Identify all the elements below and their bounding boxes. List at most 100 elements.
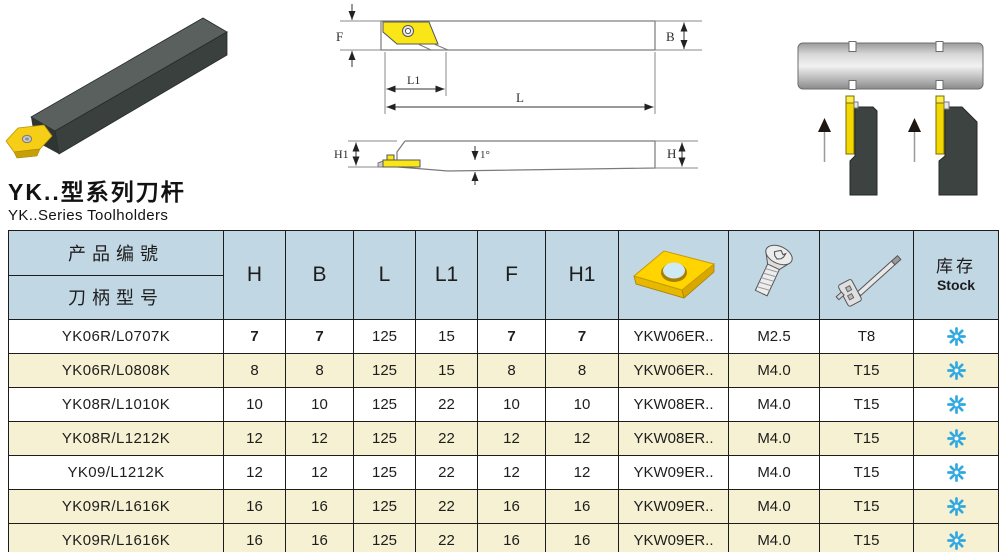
col-header-insert <box>618 230 729 320</box>
cell-model: YK08R/L1010K <box>8 387 224 422</box>
col-header-f: F <box>477 230 546 320</box>
cell-screw-size: M2.5 <box>728 319 820 354</box>
header-row: 产品编號 刀柄型号 H B L L1 F H1 <box>8 230 999 320</box>
col-header-wrench <box>819 230 914 320</box>
spec-table-body: YK06R/L0707K 7 7 125 15 7 7 YKW06ER.. M2… <box>8 319 999 552</box>
cell-f: 16 <box>477 489 546 524</box>
cell-b: 10 <box>285 387 354 422</box>
insert-blade <box>935 95 945 155</box>
cell-l: 125 <box>353 421 416 456</box>
cell-stock <box>913 319 999 354</box>
toolholder-right <box>935 95 978 196</box>
cell-screw-size: M4.0 <box>728 523 820 552</box>
feed-arrow-left <box>818 118 831 162</box>
toolholder-left <box>845 95 878 196</box>
series-title-en: YK..Series Toolholders <box>8 207 169 225</box>
cell-model: YK09R/L1616K <box>8 489 224 524</box>
cell-l: 125 <box>353 353 416 388</box>
insert-3d <box>5 124 53 159</box>
cell-l1: 22 <box>415 387 478 422</box>
cell-b: 8 <box>285 353 354 388</box>
shank-model-label: 刀柄型号 <box>68 288 164 309</box>
cell-h: 12 <box>223 455 286 490</box>
cell-h1: 12 <box>545 455 619 490</box>
cell-b: 12 <box>285 455 354 490</box>
cell-wrench-size: T15 <box>819 455 914 490</box>
table-row: YK09R/L1616K 16 16 125 22 16 16 YKW09ER.… <box>8 523 999 552</box>
insert-blade <box>845 95 855 155</box>
cell-h1: 16 <box>545 523 619 552</box>
dim-label-b: B <box>666 29 675 44</box>
table-row: YK08R/L1010K 10 10 125 22 10 10 YKW08ER.… <box>8 387 999 422</box>
dim-label-l1: L1 <box>407 73 420 87</box>
cell-wrench-size: T15 <box>819 489 914 524</box>
dim-label-h: H <box>667 146 676 161</box>
series-title-block: YK..型系列刀杆 YK..Series Toolholders <box>8 179 186 225</box>
cell-h: 10 <box>223 387 286 422</box>
stock-label-en: Stock <box>936 276 976 293</box>
workpiece-shaft <box>797 42 984 90</box>
col-header-l: L <box>353 230 416 320</box>
torx-screw-icon <box>754 244 793 296</box>
cell-model: YK06R/L0808K <box>8 353 224 388</box>
cell-insert-model: YKW09ER.. <box>618 489 729 524</box>
dim-label-l: L <box>516 90 524 105</box>
insert-side-nib <box>386 154 395 161</box>
cell-h: 12 <box>223 421 286 456</box>
cell-insert-model: YKW09ER.. <box>618 455 729 490</box>
cell-f: 12 <box>477 455 546 490</box>
cell-h: 8 <box>223 353 286 388</box>
cell-wrench-size: T8 <box>819 319 914 354</box>
table-row: YK09/L1212K 12 12 125 22 12 12 YKW09ER..… <box>8 455 999 490</box>
cell-wrench-size: T15 <box>819 353 914 388</box>
grooving-application-diagram <box>797 41 984 196</box>
col-header-product: 产品编號 刀柄型号 <box>8 230 224 320</box>
cell-insert-model: YKW08ER.. <box>618 387 729 422</box>
cell-screw-size: M4.0 <box>728 387 820 422</box>
feed-arrow-right <box>908 118 921 162</box>
cell-h1: 16 <box>545 489 619 524</box>
grooving-insert-icon <box>632 249 715 299</box>
cell-stock <box>913 353 999 388</box>
col-header-h1: H1 <box>545 230 619 320</box>
cell-l: 125 <box>353 489 416 524</box>
cell-f: 12 <box>477 421 546 456</box>
col-header-b: B <box>285 230 354 320</box>
cell-h: 7 <box>223 319 286 354</box>
spec-table: 产品编號 刀柄型号 H B L L1 F H1 <box>8 230 999 552</box>
dim-label-h1: H1 <box>334 147 349 161</box>
cell-screw-size: M4.0 <box>728 489 820 524</box>
cell-l1: 22 <box>415 421 478 456</box>
cell-wrench-size: T15 <box>819 387 914 422</box>
col-header-l1: L1 <box>415 230 478 320</box>
cell-l1: 15 <box>415 319 478 354</box>
cell-insert-model: YKW08ER.. <box>618 421 729 456</box>
cell-l: 125 <box>353 319 416 354</box>
cell-h1: 7 <box>545 319 619 354</box>
cell-l1: 15 <box>415 353 478 388</box>
cell-h1: 12 <box>545 421 619 456</box>
cell-model: YK09/L1212K <box>8 455 224 490</box>
table-row: YK06R/L0808K 8 8 125 15 8 8 YKW06ER.. M4… <box>8 353 999 388</box>
cell-b: 16 <box>285 523 354 552</box>
cell-l: 125 <box>353 455 416 490</box>
snowflake-icon <box>946 531 966 550</box>
product-code-label: 产品编號 <box>9 232 223 276</box>
col-header-screw <box>728 230 820 320</box>
cell-h: 16 <box>223 489 286 524</box>
cell-insert-model: YKW09ER.. <box>618 523 729 552</box>
insert-side-view <box>382 159 421 168</box>
cell-b: 7 <box>285 319 354 354</box>
cell-f: 10 <box>477 387 546 422</box>
snowflake-icon <box>946 361 966 380</box>
cell-stock <box>913 489 999 524</box>
cell-l: 125 <box>353 387 416 422</box>
cell-h1: 8 <box>545 353 619 388</box>
cell-f: 16 <box>477 523 546 552</box>
cell-model: YK08R/L1212K <box>8 421 224 456</box>
dim-label-f: F <box>336 29 343 44</box>
cell-model: YK06R/L0707K <box>8 319 224 354</box>
snowflake-icon <box>946 429 966 448</box>
table-row: YK08R/L1212K 12 12 125 22 12 12 YKW08ER.… <box>8 421 999 456</box>
